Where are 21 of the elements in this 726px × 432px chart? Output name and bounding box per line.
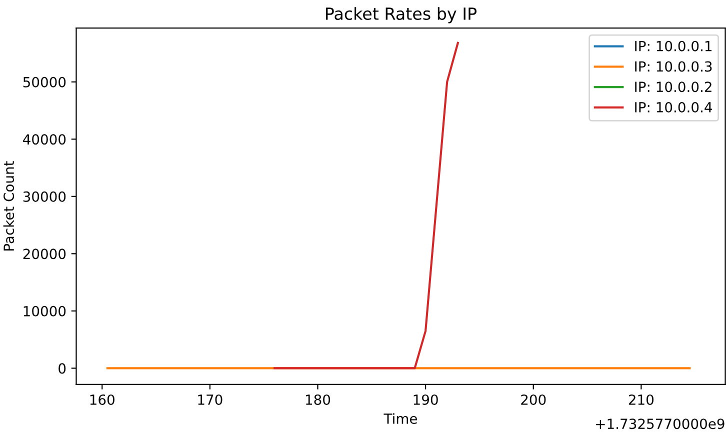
text: +1.7325770000e9 (596, 418, 724, 430)
chart-title: Packet Rates by IP (326, 7, 477, 24)
x-tick-label: 200 (521, 394, 546, 405)
x-tick-label: 170 (198, 394, 222, 405)
legend-label: IP: 10.0.0.1 (635, 40, 712, 52)
x-tick-label: 210 (628, 394, 654, 405)
y-tick-label: 50000 (23, 76, 66, 88)
y-tick-label: 0 (58, 363, 66, 374)
line-series (274, 42, 459, 370)
legend-label: IP: 10.0.0.3 (635, 61, 712, 72)
x-tick-label: 180 (306, 394, 330, 405)
y-axis-title: Packet Count (3, 161, 14, 250)
x-tick-label: 160 (90, 394, 114, 405)
legend-label: IP: 10.0.0.4 (635, 102, 712, 112)
y-tick-label: 30000 (23, 191, 66, 202)
y-tick-label: 20000 (23, 248, 66, 260)
x-tick-label: 190 (414, 394, 438, 405)
x-axis-title: Time (384, 413, 418, 424)
legend-label: IP: 10.0.0.2 (635, 82, 712, 92)
y-tick-label: 10000 (24, 306, 66, 316)
y-tick-label: 40000 (23, 134, 66, 145)
